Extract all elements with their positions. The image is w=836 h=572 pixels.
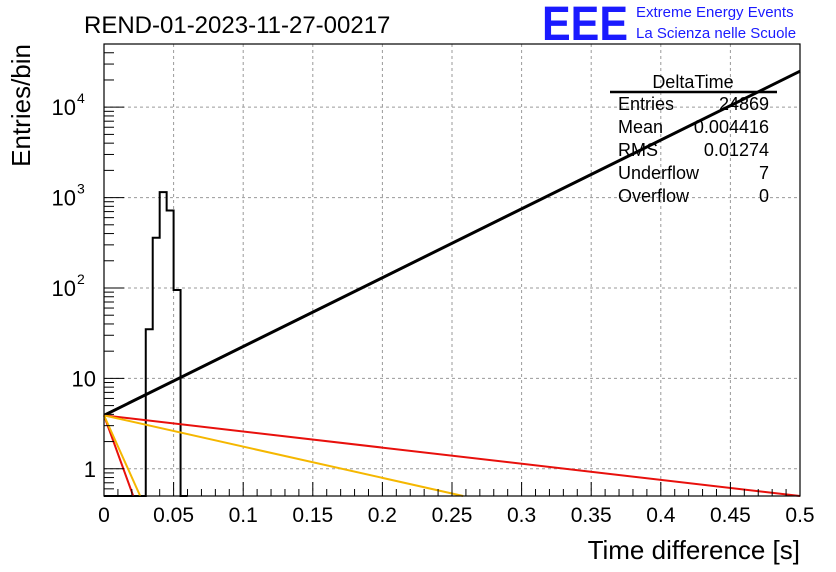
y-tick-exponent: 3: [77, 181, 85, 197]
x-tick-label: 0.05: [153, 504, 194, 527]
stats-label-overflow: Overflow: [618, 186, 690, 206]
y-tick-label: 10 4: [52, 90, 85, 120]
stats-value-underflow: 7: [759, 163, 769, 183]
grid-lines: [104, 44, 800, 496]
y-tick-base: 10: [52, 186, 76, 211]
run-title: REND-01-2023-11-27-00217: [84, 12, 390, 39]
x-tick-label: 0.45: [710, 504, 751, 527]
stats-value-mean: 0.004416: [694, 117, 769, 137]
y-tick-base: 10: [52, 95, 76, 120]
x-tick-label: 0: [98, 504, 110, 527]
y-tick-base: 10: [52, 276, 76, 301]
series-line-3: [103, 414, 464, 497]
x-tick-label: 0.3: [507, 504, 536, 527]
x-tick-label: 0.5: [785, 504, 814, 527]
series-line-5: [103, 414, 142, 497]
x-axis-label: Time difference [s]: [588, 535, 800, 565]
x-tick-label: 0.1: [229, 504, 258, 527]
x-tick-label: 0.15: [292, 504, 333, 527]
y-axis-label: Entries/bin: [6, 44, 36, 167]
y-tick-exponent: 4: [77, 90, 85, 106]
series-line-4: [103, 415, 135, 497]
logo-letters: EEE: [542, 0, 628, 51]
y-tick-label: 1: [84, 457, 96, 482]
stats-label-entries: Entries: [618, 94, 674, 114]
y-tick-base: 10: [72, 366, 96, 391]
stats-box: DeltaTime Entries 24869 Mean 0.004416 RM…: [610, 72, 777, 206]
series-line-1: [103, 69, 801, 417]
histogram: [104, 191, 188, 497]
stats-label-rms: RMS: [618, 140, 658, 160]
y-tick-label: 10 2: [52, 271, 85, 301]
stats-label-mean: Mean: [618, 117, 663, 137]
x-tick-label: 0.4: [646, 504, 676, 527]
x-tick-label: 0.35: [571, 504, 612, 527]
stats-title: DeltaTime: [652, 72, 733, 92]
y-tick-exponent: 2: [77, 271, 85, 287]
plot-area: 0 0.05 0.1 0.15 0.2 0.25 0.3 0.35 0.4 0.45 0.5 1 10…: [52, 43, 815, 527]
x-axis-ticks: 0 0.05 0.1 0.15 0.2 0.25 0.3 0.35 0.4 0.45 0.5: [98, 482, 815, 527]
stats-value-overflow: 0: [759, 186, 769, 206]
series-line-2: [103, 414, 801, 497]
stats-label-underflow: Underflow: [618, 163, 700, 183]
stats-value-rms: 0.01274: [704, 140, 769, 160]
y-tick-label: 10: [72, 366, 96, 391]
x-tick-label: 0.25: [432, 504, 473, 527]
x-tick-label: 0.2: [368, 504, 397, 527]
y-tick-base: 1: [84, 457, 96, 482]
logo-line-1: Extreme Energy Events: [636, 4, 794, 21]
logo-line-2: La Scienza nelle Scuole: [636, 25, 796, 42]
fit-lines: [103, 69, 801, 497]
histogram-outline: [104, 191, 188, 497]
y-tick-label: 10 3: [52, 181, 85, 211]
stats-value-entries: 24869: [719, 94, 769, 114]
eee-logo: EEE Extreme Energy Events La Scienza nel…: [542, 0, 796, 51]
